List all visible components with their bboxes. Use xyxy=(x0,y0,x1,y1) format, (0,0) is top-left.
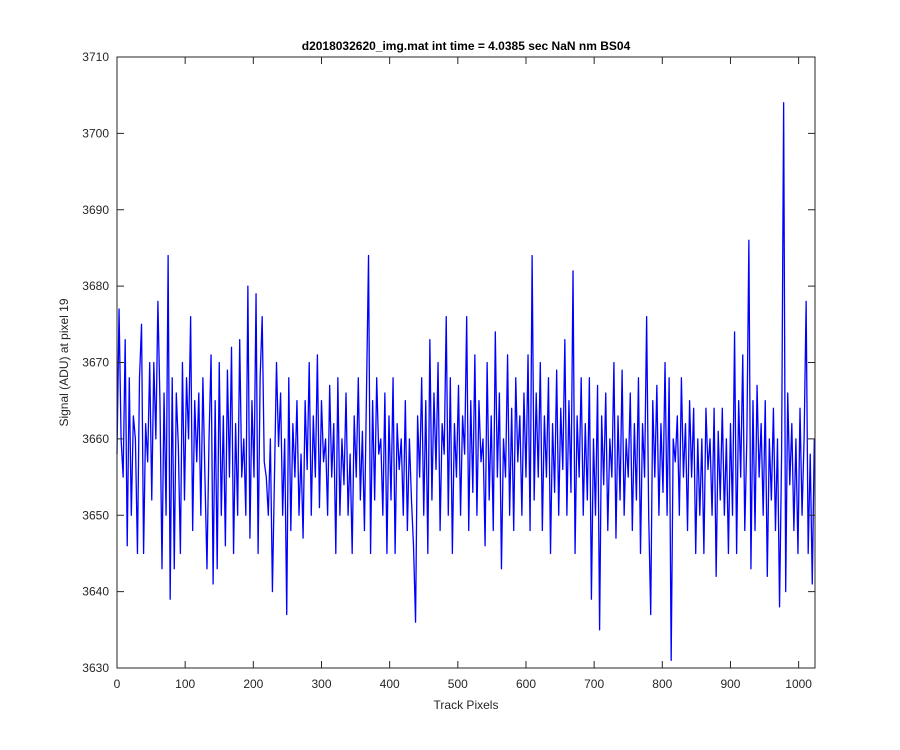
y-tick-label: 3700 xyxy=(82,126,109,140)
x-axis-label: Track Pixels xyxy=(434,698,499,712)
x-tick-label: 800 xyxy=(652,677,672,691)
y-tick-label: 3670 xyxy=(82,356,109,370)
x-tick-label: 200 xyxy=(243,677,263,691)
x-tick-label: 500 xyxy=(448,677,468,691)
y-tick-label: 3680 xyxy=(82,279,109,293)
y-tick-label: 3660 xyxy=(82,432,109,446)
y-tick-label: 3650 xyxy=(82,508,109,522)
x-tick-label: 100 xyxy=(175,677,195,691)
x-tick-label: 300 xyxy=(311,677,331,691)
chart-title: d2018032620_img.mat int time = 4.0385 se… xyxy=(302,39,631,53)
x-tick-label: 900 xyxy=(720,677,740,691)
x-tick-label: 0 xyxy=(114,677,121,691)
y-tick-label: 3710 xyxy=(82,50,109,64)
y-tick-label: 3630 xyxy=(82,661,109,675)
y-tick-label: 3640 xyxy=(82,585,109,599)
x-tick-label: 600 xyxy=(516,677,536,691)
axes-layer: 0 100 200 300 400 500 600 700 800 900 1000 3630 3640… xyxy=(82,50,816,691)
x-tick-label: 400 xyxy=(380,677,400,691)
y-axis-label: Signal (ADU) at pixel 19 xyxy=(57,298,71,426)
y-tick-label: 3690 xyxy=(82,203,109,217)
x-tick-label: 1000 xyxy=(785,677,812,691)
x-tick-label: 700 xyxy=(584,677,604,691)
series-layer xyxy=(116,102,815,662)
series-line-0 xyxy=(116,102,815,662)
